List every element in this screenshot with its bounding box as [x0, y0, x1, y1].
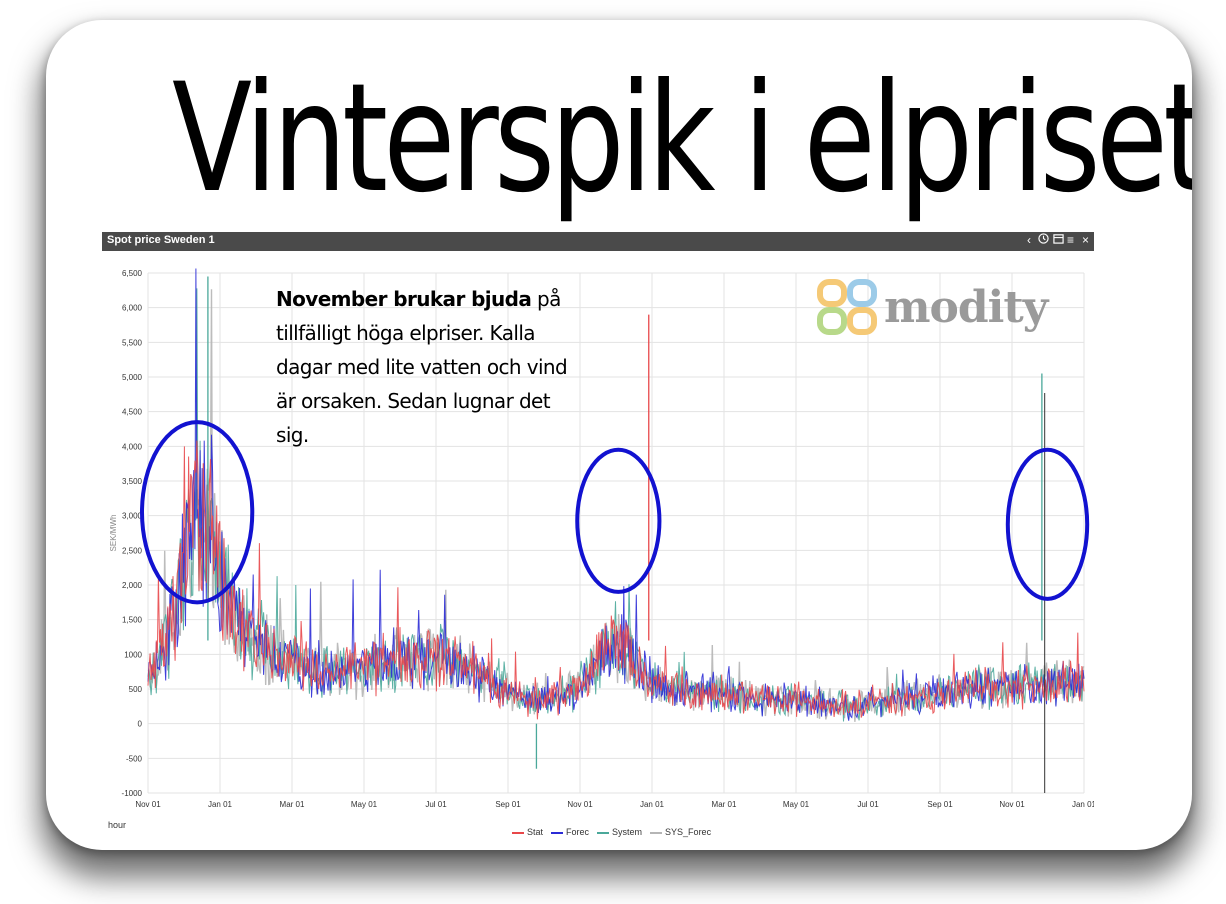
y-tick-label: 1,500 — [122, 616, 143, 625]
clock-icon[interactable] — [1038, 233, 1049, 247]
brand-name: modity — [884, 282, 1048, 333]
legend-label: System — [612, 827, 643, 837]
legend-swatch — [650, 831, 663, 834]
y-tick-label: -1000 — [122, 789, 143, 798]
x-tick-label: Jan 01 — [640, 800, 665, 809]
legend-item[interactable]: System — [597, 827, 642, 837]
modity-logo-icon — [817, 279, 877, 335]
x-tick-label: Mar 01 — [280, 800, 305, 809]
y-tick-label: 500 — [129, 685, 143, 694]
card: Vinterspik i elpriset Spot price Sweden … — [46, 20, 1192, 850]
annotation-lead: November brukar bjuda — [276, 287, 532, 311]
y-tick-label: 0 — [138, 720, 143, 729]
x-tick-label: May 01 — [783, 800, 810, 809]
y-tick-label: 3,000 — [122, 512, 143, 521]
y-tick-label: 4,500 — [122, 408, 143, 417]
x-tick-label: Jul 01 — [857, 800, 879, 809]
spot-price-chart: 6,500 6,000 5,500 5,000 4,500 4,000 3,500 3,000… — [109, 268, 1094, 809]
legend-label: Forec — [566, 827, 590, 837]
x-tick-label: May 01 — [351, 800, 378, 809]
x-tick-label: Nov 01 — [567, 800, 593, 809]
x-tick-label: Sep 01 — [927, 800, 953, 809]
calendar-icon[interactable] — [1053, 233, 1064, 247]
y-tick-label: 5,500 — [122, 338, 143, 347]
series-line-stat — [147, 440, 1085, 720]
headline: Vinterspik i elpriset — [172, 52, 1192, 226]
x-tick-label: Nov 01 — [135, 800, 161, 809]
y-tick-label: 6,000 — [122, 304, 143, 313]
legend-swatch — [597, 831, 610, 834]
y-tick-label: 2,000 — [122, 581, 143, 590]
x-tick-label: Sep 01 — [495, 800, 521, 809]
legend-label: SYS_Forec — [665, 827, 712, 837]
legend-item[interactable]: Stat — [512, 827, 543, 837]
legend-swatch — [551, 831, 564, 834]
chevron-left-icon[interactable]: ‹ — [1027, 233, 1031, 247]
legend-item[interactable]: SYS_Forec — [650, 827, 711, 837]
highlight-circle — [140, 420, 255, 605]
plot-area: 6,500 6,000 5,500 5,000 4,500 4,000 3,500 3,000… — [102, 251, 1094, 837]
x-axis-label: hour — [108, 820, 127, 830]
y-axis-label: SEK/MWh — [109, 515, 118, 552]
panel-title-bar: Spot price Sweden 1 ‹ ≡ × — [102, 232, 1094, 251]
annotation-rest: på tillfälligt höga elpriser. Kalla daga… — [276, 287, 568, 447]
highlight-circle — [575, 447, 662, 594]
highlight-circle — [1005, 447, 1090, 601]
legend: Stat Forec System SYS_Forec — [512, 827, 719, 837]
y-tick-label: 4,000 — [122, 442, 143, 451]
x-tick-label: Jul 01 — [425, 800, 447, 809]
y-tick-label: -500 — [126, 754, 143, 763]
y-tick-label: 5,000 — [122, 373, 143, 382]
x-tick-label: Mar 01 — [712, 800, 737, 809]
menu-icon[interactable]: ≡ — [1067, 233, 1075, 247]
close-icon[interactable]: × — [1082, 233, 1090, 247]
panel-title: Spot price Sweden 1 — [107, 234, 215, 246]
x-tick-label: Jan 01 — [1072, 800, 1094, 809]
y-tick-label: 2,500 — [122, 546, 143, 555]
x-tick-label: Jan 01 — [208, 800, 233, 809]
y-tick-label: 3,500 — [122, 477, 143, 486]
legend-swatch — [512, 831, 524, 834]
annotation-text: November brukar bjuda på tillfälligt hög… — [276, 282, 576, 452]
y-tick-label: 1000 — [124, 650, 142, 659]
x-tick-label: Nov 01 — [999, 800, 1025, 809]
legend-item[interactable]: Forec — [551, 827, 589, 837]
y-tick-label: 6,500 — [122, 269, 143, 278]
legend-label: Stat — [527, 827, 544, 837]
